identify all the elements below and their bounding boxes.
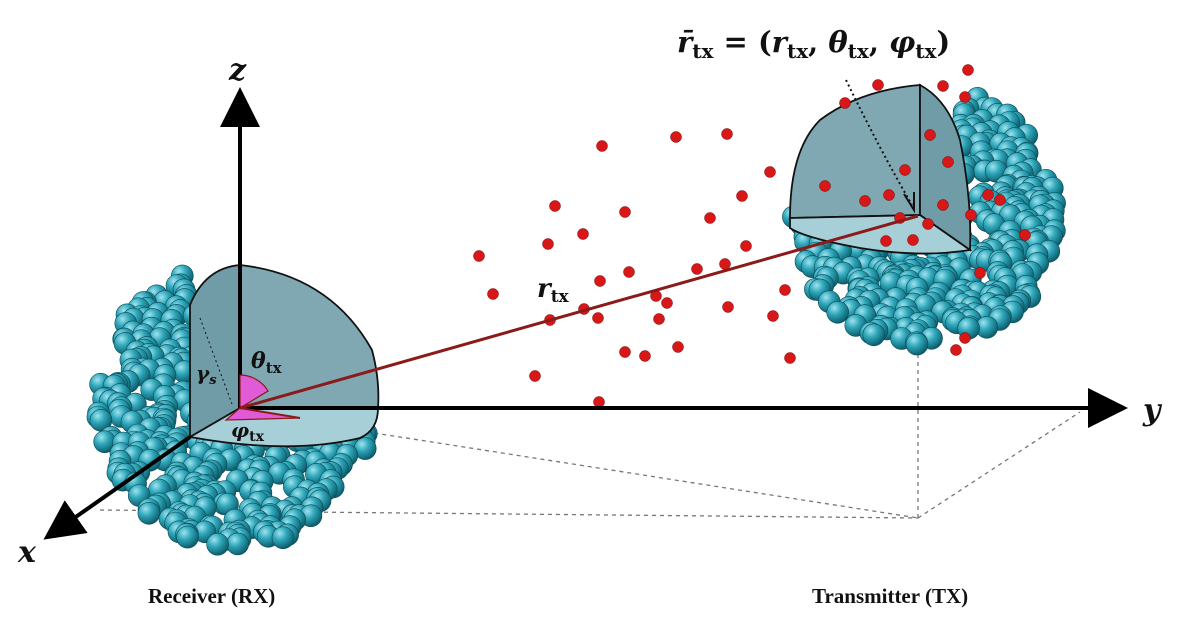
scatterer-dot	[942, 156, 954, 168]
scatterer-dot	[922, 218, 934, 230]
scatterer-dot	[982, 189, 994, 201]
scatterer-dot	[740, 240, 752, 252]
scatterer-dot	[549, 200, 561, 212]
scatterer-dot	[994, 194, 1006, 206]
phi-projection-ray	[239, 407, 301, 419]
scatterer-dot	[672, 341, 684, 353]
scatterer-dot	[596, 140, 608, 152]
scatterer-dot	[950, 344, 962, 356]
scatterer-dot	[962, 64, 974, 76]
scatterer-dot	[1019, 229, 1031, 241]
theta-label: θtx	[251, 348, 283, 377]
y-axis-label: y	[1142, 393, 1163, 428]
scatterer-dot	[542, 238, 554, 250]
axes	[43, 87, 1128, 540]
phi-label: φtx	[231, 418, 265, 445]
scatterer-dot	[924, 129, 936, 141]
scatterer-dot	[779, 284, 791, 296]
scatterer-dot	[880, 235, 892, 247]
scatterer-dot	[937, 80, 949, 92]
scatterer-dot	[974, 267, 986, 279]
scatterer-dot	[577, 228, 589, 240]
formula-pointer-head	[903, 192, 915, 214]
scatterer-dot	[623, 266, 635, 278]
scatterer-dot	[661, 297, 673, 309]
scatterer-dot	[653, 313, 665, 325]
scatterer-dot	[937, 199, 949, 211]
theta-angle-marker	[239, 374, 269, 410]
scatterer-cloud	[473, 64, 1031, 408]
scatterer-dot	[593, 396, 605, 408]
scatterer-dot	[736, 190, 748, 202]
antenna-element	[206, 532, 229, 556]
position-formula: r̄tx = (rtx, θtx, φtx)	[677, 25, 950, 63]
scatterer-dot	[639, 350, 651, 362]
scatterer-dot	[959, 91, 971, 103]
scatterer-dot	[839, 97, 851, 109]
transmitter-caption: Transmitter (TX)	[812, 584, 968, 608]
formula-pointer	[845, 79, 913, 206]
scatterer-dot	[592, 312, 604, 324]
r-tx-ray	[239, 214, 919, 410]
scatterer-dot	[859, 195, 871, 207]
scatterer-dot	[704, 212, 716, 224]
scatterer-dot	[899, 164, 911, 176]
scatterer-dot	[767, 310, 779, 322]
scatterer-dot	[722, 301, 734, 313]
scatterer-dot	[619, 346, 631, 358]
scatterer-dot	[872, 79, 884, 91]
gamma-label: γs	[196, 361, 217, 388]
scatterer-dot	[691, 263, 703, 275]
antenna-element	[826, 300, 850, 324]
antenna-element	[137, 501, 161, 525]
scatterer-dot	[883, 189, 895, 201]
antenna-element	[176, 525, 199, 549]
scatterer-dot	[487, 288, 499, 300]
x-axis-label: x	[17, 535, 37, 570]
antenna-element	[905, 332, 929, 356]
antenna-element	[226, 532, 249, 556]
receiver-caption: Receiver (RX)	[148, 584, 275, 608]
scatterer-dot	[965, 209, 977, 221]
x-axis	[43, 435, 192, 540]
scatterer-dot	[529, 370, 541, 382]
scatterer-dot	[721, 128, 733, 140]
scatterer-dot	[907, 234, 919, 246]
scatterer-dot	[670, 131, 682, 143]
r-tx-label: rtx	[537, 274, 570, 307]
scatterer-dot	[473, 250, 485, 262]
scatterer-dot	[784, 352, 796, 364]
scatterer-dot	[819, 180, 831, 192]
scatterer-dot	[764, 166, 776, 178]
scatterer-dot	[719, 258, 731, 270]
scatterer-dot	[959, 332, 971, 344]
z-axis-label: z	[228, 53, 247, 88]
antenna-element	[862, 323, 886, 347]
scatterer-dot	[594, 275, 606, 287]
receiver-wedge	[187, 263, 380, 448]
antenna-element	[271, 526, 295, 550]
scatterer-dot	[619, 206, 631, 218]
